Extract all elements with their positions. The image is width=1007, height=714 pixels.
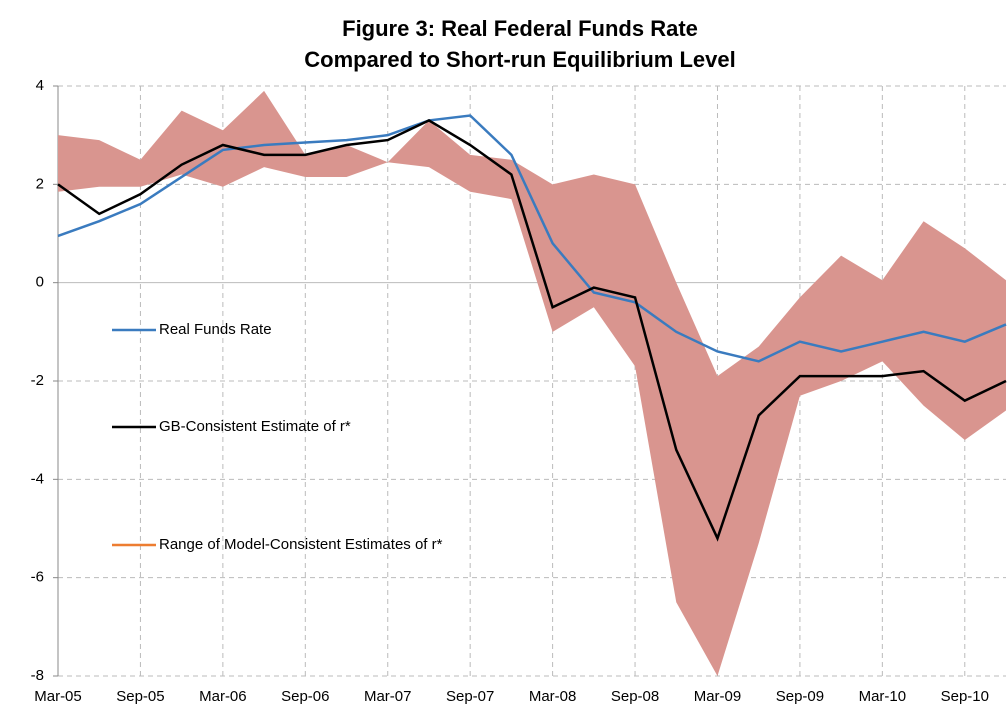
chart-title: Figure 3: Real Federal Funds Rate [342,16,698,41]
legend-label: GB-Consistent Estimate of r* [159,418,351,435]
x-tick-label: Sep-10 [941,688,989,705]
x-tick-label: Sep-05 [116,688,164,705]
line [57,114,1007,363]
x-tick-label: Mar-08 [529,688,577,705]
y-tick-label: 0 [36,274,44,291]
x-tick-label: Sep-06 [281,688,329,705]
x-tick-label: Mar-10 [859,688,907,705]
x-tick-label: Mar-06 [199,688,247,705]
line [57,119,1007,542]
y-tick-label: -6 [31,569,44,586]
y-tick-label: -4 [31,470,44,487]
range-band [58,90,1006,676]
legend-label: Real Funds Rate [159,321,272,338]
x-tick-label: Mar-05 [34,688,82,705]
y-tick-label: -8 [31,667,44,684]
x-tick-label: Mar-09 [694,688,742,705]
y-tick-label: -2 [31,372,44,389]
chart-title: Compared to Short-run Equilibrium Level [304,47,735,72]
legend-label: Range of Model-Consistent Estimates of r… [159,536,443,553]
x-tick-label: Mar-07 [364,688,412,705]
x-tick-label: Sep-07 [446,688,494,705]
x-tick-label: Sep-09 [776,688,824,705]
y-tick-label: 4 [36,77,44,94]
y-tick-label: 2 [36,175,44,192]
x-tick-label: Sep-08 [611,688,659,705]
